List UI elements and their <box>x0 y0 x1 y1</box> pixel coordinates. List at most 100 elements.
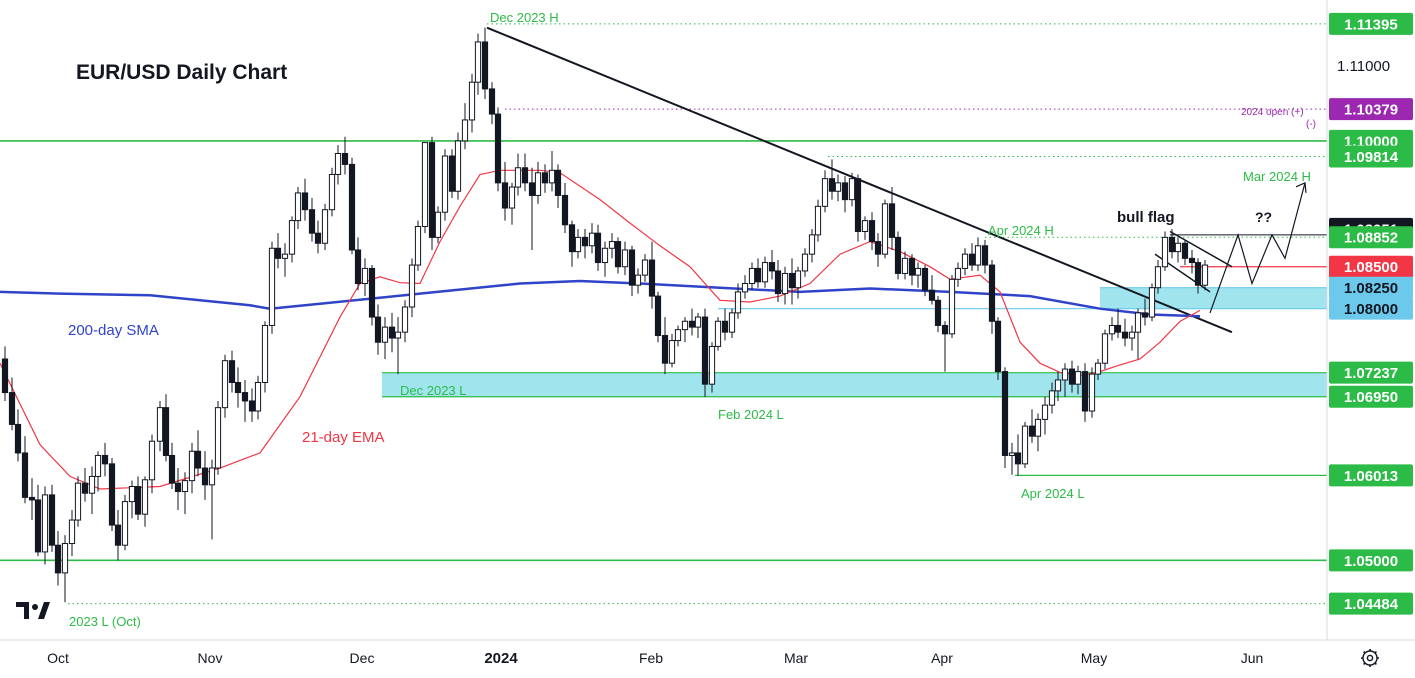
price-tag-label: 1.09814 <box>1344 149 1399 166</box>
candle-body <box>48 494 56 546</box>
candle-body <box>1201 264 1209 286</box>
candle-body <box>134 486 142 515</box>
candle-body <box>174 482 182 493</box>
candle-body <box>1061 368 1069 381</box>
x-tick-2024: 2024 <box>484 650 518 667</box>
candle-body <box>1001 371 1009 456</box>
candle-body <box>668 340 676 364</box>
candle-body <box>108 463 116 526</box>
candle-body <box>714 320 722 347</box>
candle-body <box>414 225 422 266</box>
candle-body <box>341 152 349 165</box>
candle-body <box>848 178 856 201</box>
candle-body <box>688 320 696 328</box>
candle-body <box>128 486 136 503</box>
support-zone <box>1100 287 1327 309</box>
price-tag <box>1329 226 1413 249</box>
time-axis[interactable]: Oct Nov Dec 2024 Feb Mar Apr May Jun <box>0 639 1415 667</box>
candle-body <box>628 249 636 286</box>
price-tags: 1.113951.103791.100001.098141.089511.088… <box>1329 12 1413 615</box>
candle-body <box>274 247 282 259</box>
x-tick-dec: Dec <box>350 650 375 666</box>
candle-body <box>514 167 522 188</box>
candle-body <box>548 169 556 184</box>
candle-body <box>528 182 536 196</box>
candle-body <box>388 326 396 339</box>
candle-body <box>188 450 196 482</box>
candle-body <box>921 267 929 291</box>
candle-body <box>68 519 76 545</box>
candle-body <box>348 163 356 251</box>
candle-body <box>948 278 956 335</box>
x-tick-jun: Jun <box>1241 650 1264 666</box>
candle-body <box>854 178 862 233</box>
candle-body <box>674 329 682 342</box>
price-tag-label: 1.04484 <box>1344 596 1399 613</box>
candle-body <box>201 467 209 486</box>
support-zone <box>382 372 1327 397</box>
candle-body <box>214 407 222 469</box>
candle-body <box>608 241 616 249</box>
candle-body <box>914 267 922 276</box>
candle-body <box>681 320 689 331</box>
candle-body <box>321 209 329 244</box>
x-tick-mar: Mar <box>784 650 808 666</box>
candle-body <box>648 259 656 297</box>
price-tag-label: 1.08250 <box>1344 280 1398 297</box>
candle-body <box>1128 331 1136 339</box>
candle-body <box>474 41 482 83</box>
candle-body <box>894 236 902 274</box>
candle-body <box>761 262 769 283</box>
candle-body <box>1114 324 1122 333</box>
candle-body <box>1194 262 1202 286</box>
candle-body <box>448 155 456 192</box>
candle-body <box>961 253 969 269</box>
price-tag-label: 1.08000 <box>1344 301 1398 318</box>
gear-icon[interactable] <box>1361 649 1379 667</box>
candle-body <box>114 524 122 546</box>
projection-path <box>1209 181 1307 314</box>
price-tag <box>1329 98 1413 121</box>
annotation-dec-2023-high: Dec 2023 H <box>490 10 559 25</box>
candle-body <box>874 241 882 255</box>
candle-body <box>1008 452 1016 456</box>
annotation-apr-2024-low: Apr 2024 L <box>1021 486 1085 501</box>
candle-body <box>1014 452 1022 465</box>
candle-body <box>928 289 936 301</box>
chart-title: EUR/USD Daily Chart <box>76 61 287 84</box>
candle-body <box>1181 242 1189 259</box>
candle-body <box>368 267 376 318</box>
sma-200-line <box>0 279 1201 318</box>
candle-body <box>494 113 502 184</box>
candle-body <box>81 482 89 494</box>
candle-body <box>148 440 156 481</box>
price-tag-label: 1.07237 <box>1344 365 1398 382</box>
candle-body <box>1174 242 1182 253</box>
candle-body <box>421 142 429 227</box>
candle-body <box>1188 257 1196 264</box>
candle-body <box>614 241 622 268</box>
candle-body <box>461 119 469 142</box>
price-axis[interactable]: 1.11000 <box>1326 0 1390 640</box>
candle-body <box>1161 236 1169 268</box>
candle-body <box>901 257 909 274</box>
price-tag <box>1329 297 1413 320</box>
candle-body <box>221 360 229 409</box>
annotation-mar-2024-high: Mar 2024 H <box>1243 169 1311 184</box>
candle-body <box>254 381 262 412</box>
x-tick-oct: Oct <box>47 650 69 666</box>
price-tag <box>1329 385 1413 408</box>
candle-body <box>621 249 629 268</box>
candle-body <box>428 142 436 238</box>
candle-body <box>981 245 989 266</box>
flag-upper-line <box>1169 230 1233 268</box>
candle-body <box>1 358 9 394</box>
candle-body <box>561 194 569 226</box>
candle-body <box>588 232 596 247</box>
candle-body <box>1134 312 1142 333</box>
candle-body <box>801 253 809 272</box>
candle-body <box>101 454 109 465</box>
projection-line <box>1209 182 1306 314</box>
candle-body <box>954 267 962 280</box>
